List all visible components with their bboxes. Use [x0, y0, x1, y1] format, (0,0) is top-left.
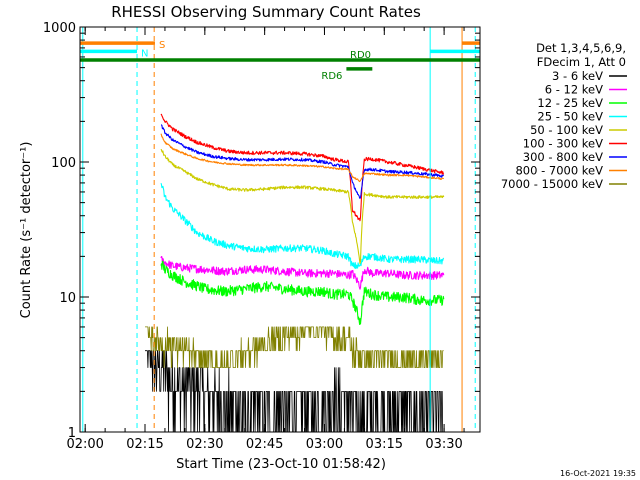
- series-line-4: [160, 183, 445, 270]
- legend-label-5: 50 - 100 keV: [530, 123, 603, 137]
- y-tick-label-2: 100: [51, 156, 76, 171]
- y-axis-label: Count Rate (s⁻¹ detector⁻¹): [19, 142, 34, 319]
- legend-label-8: 800 - 7000 keV: [515, 164, 603, 178]
- legend-label-4: 25 - 50 keV: [537, 110, 603, 124]
- x-axis-label: Start Time (23-Oct-10 01:58:42): [176, 457, 386, 472]
- plot-frame: [79, 26, 481, 433]
- x-tick-label-4: 03:00: [306, 437, 343, 452]
- flag-label-s: S: [159, 40, 165, 51]
- series-line-7: [160, 124, 445, 199]
- flag-label-rd6: RD6: [321, 71, 342, 82]
- timestamp: 16-Oct-2021 19:35: [560, 469, 636, 478]
- series-line-5: [160, 148, 445, 265]
- series-line-9: [145, 326, 444, 369]
- legend-header-line-1: Det 1,3,4,5,6,9,: [536, 41, 626, 55]
- x-tick-label-6: 03:30: [425, 437, 462, 452]
- y-tick-label-0: 1: [68, 426, 76, 441]
- series-line-6: [160, 113, 445, 222]
- flag-bars-group: SN RD0 RD6: [80, 40, 480, 82]
- series-line-8: [160, 133, 444, 183]
- y-tick-label-3: 1000: [43, 21, 76, 36]
- x-tick-label-1: 02:15: [126, 437, 163, 452]
- x-axis: 02:00 02:15 02:30 02:45 03:00 03:15 03:30: [66, 27, 465, 452]
- legend-label-3: 12 - 25 keV: [537, 96, 603, 110]
- legend-label-9: 7000 - 15000 keV: [501, 177, 603, 191]
- flag-label-n: N: [141, 48, 148, 59]
- series-line-3: [160, 260, 445, 325]
- vertical-lines-group: [82, 27, 476, 432]
- legend-label-6: 100 - 300 keV: [523, 137, 603, 151]
- y-tick-label-1: 10: [59, 291, 76, 306]
- legend-label-2: 6 - 12 keV: [545, 83, 603, 97]
- legend-label-7: 300 - 800 keV: [523, 150, 603, 164]
- traces-group: [145, 113, 445, 433]
- legend-header-line-2: FDecim 1, Att 0: [537, 55, 626, 69]
- y-axis: 1 10 100 1000: [43, 21, 480, 441]
- legend-label-1: 3 - 6 keV: [552, 69, 603, 83]
- x-tick-label-2: 02:30: [186, 437, 223, 452]
- flag-label-rd0: RD0: [350, 50, 371, 61]
- x-tick-label-0: 02:00: [66, 437, 103, 452]
- x-tick-label-5: 03:15: [366, 437, 403, 452]
- chart-title: RHESSI Observing Summary Count Rates: [111, 3, 421, 21]
- series-line-2: [160, 255, 445, 290]
- x-tick-label-3: 02:45: [246, 437, 283, 452]
